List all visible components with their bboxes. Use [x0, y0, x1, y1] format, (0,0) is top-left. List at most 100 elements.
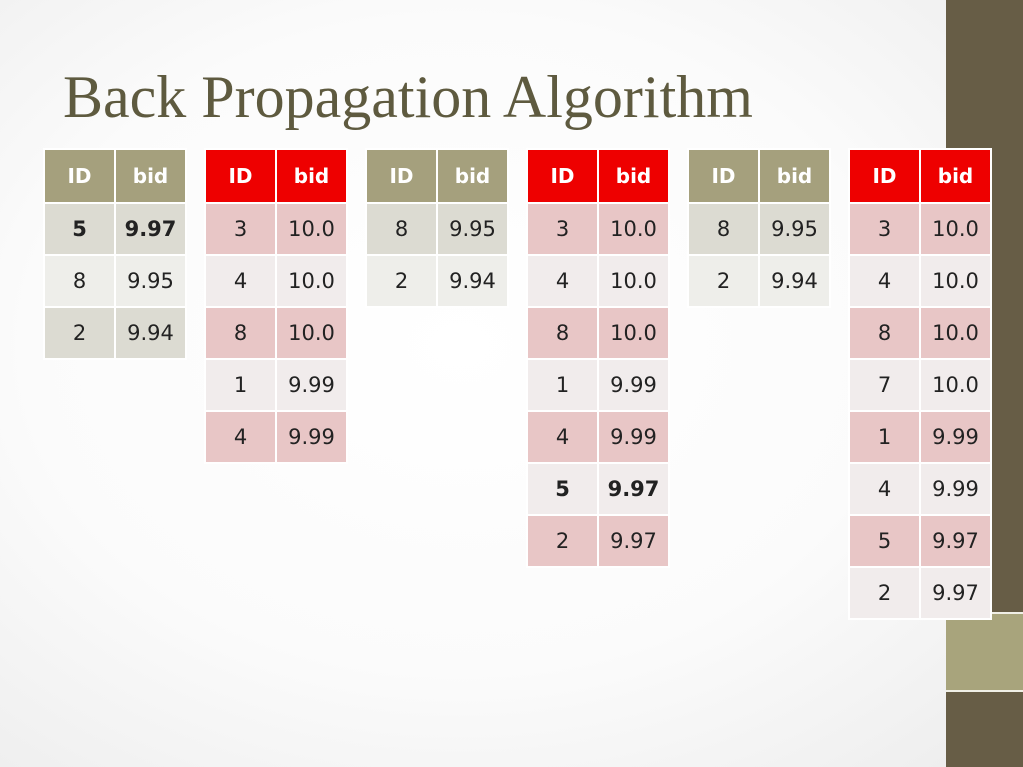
cell-bid: 9.99 — [919, 410, 992, 464]
cell-bid: 9.99 — [597, 358, 670, 412]
cell-bid: 10.0 — [919, 358, 992, 412]
table-row: 3 10.0 — [204, 202, 348, 256]
cell-bid: 9.97 — [597, 462, 670, 516]
table-row: 4 9.99 — [848, 462, 992, 516]
table-row: 4 10.0 — [204, 254, 348, 308]
table-row: 7 10.0 — [848, 358, 992, 412]
cell-bid: 10.0 — [275, 202, 348, 256]
cell-id: 2 — [848, 566, 921, 620]
bid-table-1: ID bid 5 9.97 8 9.95 2 9.94 — [43, 148, 187, 360]
table-row: 2 9.94 — [365, 254, 509, 308]
table-row: 4 9.99 — [526, 410, 670, 464]
table-row: 8 9.95 — [687, 202, 831, 256]
column-header-bid: bid — [597, 148, 670, 204]
bid-table-5: ID bid 8 9.95 2 9.94 — [687, 148, 831, 308]
cell-bid: 10.0 — [275, 254, 348, 308]
cell-id: 8 — [43, 254, 116, 308]
cell-id: 4 — [526, 410, 599, 464]
column-header-id: ID — [848, 148, 921, 204]
table-header-row: ID bid — [204, 148, 348, 204]
cell-id: 8 — [848, 306, 921, 360]
bid-table-2: ID bid 3 10.0 4 10.0 8 10.0 1 9.99 4 9.99 — [204, 148, 348, 464]
cell-id: 2 — [365, 254, 438, 308]
cell-bid: 9.95 — [758, 202, 831, 256]
cell-bid: 9.94 — [436, 254, 509, 308]
column-header-id: ID — [687, 148, 760, 204]
table-row: 8 9.95 — [43, 254, 187, 308]
cell-id: 4 — [204, 410, 277, 464]
cell-id: 1 — [848, 410, 921, 464]
table-row: 8 10.0 — [204, 306, 348, 360]
bid-table-3: ID bid 8 9.95 2 9.94 — [365, 148, 509, 308]
cell-bid: 9.94 — [114, 306, 187, 360]
cell-id: 2 — [526, 514, 599, 568]
side-divider — [946, 690, 1023, 692]
cell-bid: 9.99 — [919, 462, 992, 516]
table-row: 5 9.97 — [526, 462, 670, 516]
cell-bid: 10.0 — [919, 306, 992, 360]
table-row: 2 9.97 — [526, 514, 670, 568]
cell-bid: 10.0 — [919, 254, 992, 308]
column-header-bid: bid — [436, 148, 509, 204]
table-header-row: ID bid — [526, 148, 670, 204]
cell-bid: 9.97 — [114, 202, 187, 256]
cell-id: 8 — [526, 306, 599, 360]
cell-bid: 9.94 — [758, 254, 831, 308]
cell-id: 8 — [365, 202, 438, 256]
table-header-row: ID bid — [365, 148, 509, 204]
table-row: 4 10.0 — [848, 254, 992, 308]
table-row: 1 9.99 — [848, 410, 992, 464]
table-header-row: ID bid — [43, 148, 187, 204]
cell-bid: 10.0 — [597, 306, 670, 360]
table-row: 5 9.97 — [43, 202, 187, 256]
table-row: 4 10.0 — [526, 254, 670, 308]
cell-bid: 9.97 — [919, 566, 992, 620]
cell-bid: 9.97 — [919, 514, 992, 568]
cell-bid: 9.99 — [597, 410, 670, 464]
column-header-id: ID — [526, 148, 599, 204]
cell-id: 1 — [204, 358, 277, 412]
cell-id: 5 — [848, 514, 921, 568]
column-header-bid: bid — [275, 148, 348, 204]
cell-id: 2 — [687, 254, 760, 308]
column-header-bid: bid — [758, 148, 831, 204]
table-row: 8 9.95 — [365, 202, 509, 256]
cell-id: 4 — [526, 254, 599, 308]
cell-id: 3 — [526, 202, 599, 256]
column-header-id: ID — [204, 148, 277, 204]
table-row: 8 10.0 — [526, 306, 670, 360]
cell-id: 5 — [43, 202, 116, 256]
column-header-id: ID — [365, 148, 438, 204]
cell-bid: 10.0 — [275, 306, 348, 360]
cell-id: 8 — [204, 306, 277, 360]
table-row: 4 9.99 — [204, 410, 348, 464]
table-row: 2 9.97 — [848, 566, 992, 620]
cell-bid: 9.99 — [275, 358, 348, 412]
column-header-bid: bid — [114, 148, 187, 204]
cell-id: 4 — [848, 462, 921, 516]
column-header-bid: bid — [919, 148, 992, 204]
table-header-row: ID bid — [687, 148, 831, 204]
table-row: 8 10.0 — [848, 306, 992, 360]
cell-id: 5 — [526, 462, 599, 516]
bid-table-6: ID bid 3 10.0 4 10.0 8 10.0 7 10.0 1 9.99 4 9.99 5 9.97… — [848, 148, 992, 620]
cell-id: 4 — [204, 254, 277, 308]
table-row: 3 10.0 — [848, 202, 992, 256]
cell-id: 7 — [848, 358, 921, 412]
table-row: 2 9.94 — [687, 254, 831, 308]
cell-id: 3 — [204, 202, 277, 256]
table-row: 5 9.97 — [848, 514, 992, 568]
bid-table-4: ID bid 3 10.0 4 10.0 8 10.0 1 9.99 4 9.99 5 9.97 2 9.97 — [526, 148, 670, 568]
cell-id: 2 — [43, 306, 116, 360]
cell-bid: 9.99 — [275, 410, 348, 464]
table-row: 1 9.99 — [204, 358, 348, 412]
cell-bid: 9.95 — [436, 202, 509, 256]
cell-id: 4 — [848, 254, 921, 308]
cell-bid: 9.97 — [597, 514, 670, 568]
cell-bid: 10.0 — [597, 254, 670, 308]
cell-id: 3 — [848, 202, 921, 256]
column-header-id: ID — [43, 148, 116, 204]
table-header-row: ID bid — [848, 148, 992, 204]
cell-bid: 9.95 — [114, 254, 187, 308]
table-row: 1 9.99 — [526, 358, 670, 412]
